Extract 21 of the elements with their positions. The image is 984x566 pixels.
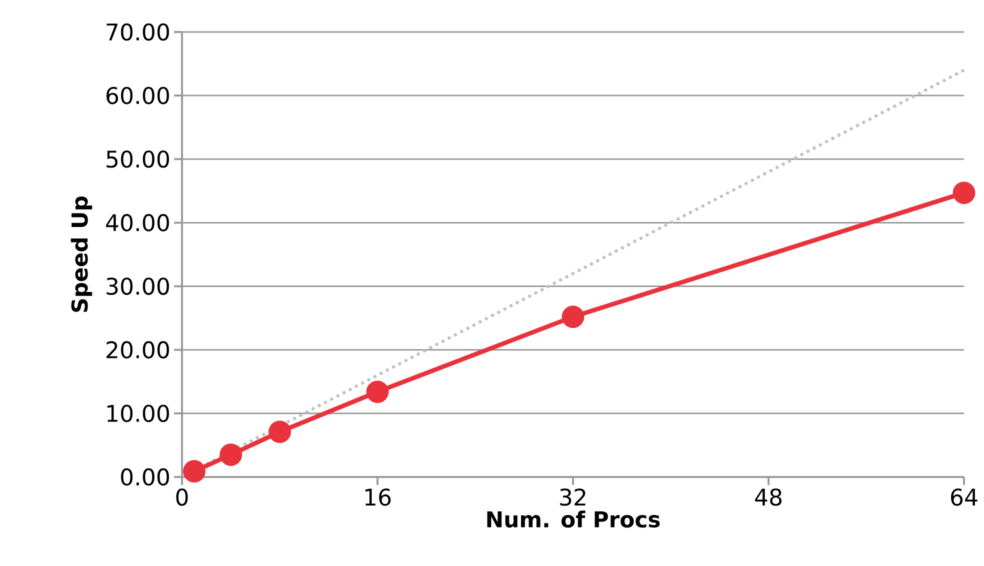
x-tick-label: 48 [755, 488, 782, 506]
point [366, 380, 389, 404]
point [562, 306, 584, 328]
point [220, 444, 242, 466]
y-tick-label: 70.00 [106, 23, 169, 41]
x-axis-title: Num. of Procs [487, 510, 660, 528]
y-tick-label: 0.00 [121, 468, 169, 486]
y-axis-title: Speed Up [70, 196, 92, 312]
y-tick-label: 60.00 [106, 86, 169, 104]
y-tick-label: 20.00 [106, 341, 169, 359]
y-tick-label: 10.00 [107, 404, 169, 422]
y-tick-label: 40.00 [106, 214, 169, 232]
y-tick-label: 30.00 [106, 278, 169, 295]
x-tick-label: 32 [560, 488, 586, 506]
point [183, 460, 206, 482]
x-tick-label: 0 [176, 488, 188, 506]
point [952, 182, 976, 204]
x-tick-label: 16 [365, 488, 391, 506]
x-tick-label: 64 [951, 488, 978, 506]
y-tick-label: 50.00 [106, 150, 169, 168]
point [268, 420, 291, 444]
